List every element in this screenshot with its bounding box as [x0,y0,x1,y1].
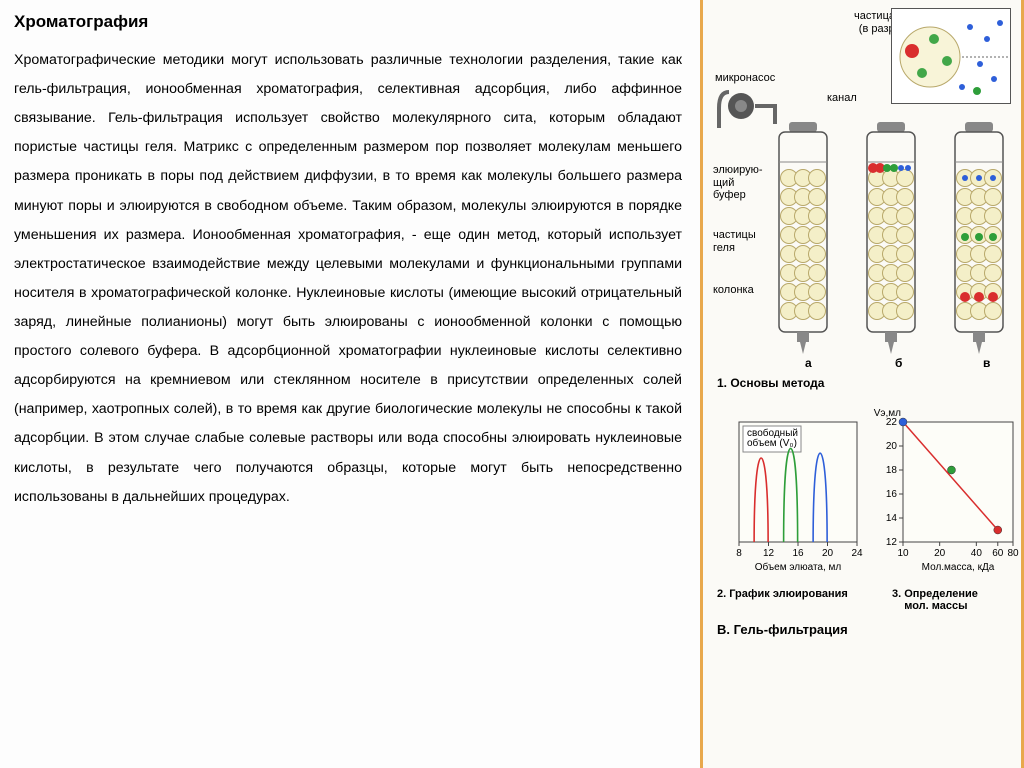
svg-text:18: 18 [886,465,898,476]
caption-2: 2. График элюирования [717,588,848,600]
svg-text:22: 22 [886,417,898,428]
caption-3: 3. Определение мол. массы [892,588,978,612]
diagram-panel: частица геля(в разрезе) микронасос канал [700,0,1024,768]
svg-text:12: 12 [886,537,898,548]
cross-section-svg [892,9,1012,105]
elution-chart: свободныйобъем (V₀)812162024Объем элюата… [715,400,865,580]
buffer-label: элюирую-щийбуфер [713,164,769,202]
svg-text:20: 20 [822,548,834,559]
svg-text:20: 20 [886,441,898,452]
svg-text:10: 10 [897,548,909,559]
col-letter-a: а [805,356,812,370]
svg-text:16: 16 [886,489,898,500]
cross-section-inset [891,8,1011,104]
svg-text:14: 14 [886,513,898,524]
svg-text:80: 80 [1007,548,1019,559]
body-paragraph: Хроматографические методики могут исполь… [14,46,682,512]
footer-caption: В. Гель-фильтрация [717,622,848,758]
col-letter-c: в [983,356,990,370]
svg-text:20: 20 [934,548,946,559]
page-title: Хроматография [14,12,682,32]
pump-label: микронасос [715,72,775,84]
svg-text:24: 24 [851,548,863,559]
gel-label: частицыгеля [713,229,769,254]
svg-text:объем (V₀): объем (V₀) [747,437,797,449]
svg-text:40: 40 [971,548,983,559]
text-panel: Хроматография Хроматографические методик… [0,0,700,768]
col-letter-b: б [895,356,902,370]
svg-text:12: 12 [763,548,775,559]
mass-chart: Vэ,мл1214161820221020406080Мол.масса, кД… [871,400,1021,580]
svg-text:Мол.масса, кДа: Мол.масса, кДа [922,562,995,573]
channel-label: канал [827,92,857,104]
svg-text:8: 8 [736,548,742,559]
column-label: колонка [713,284,769,297]
svg-text:60: 60 [992,548,1004,559]
caption-1: 1. Основы метода [717,376,824,390]
svg-text:Объем элюата, мл: Объем элюата, мл [755,561,842,573]
svg-text:16: 16 [792,548,804,559]
